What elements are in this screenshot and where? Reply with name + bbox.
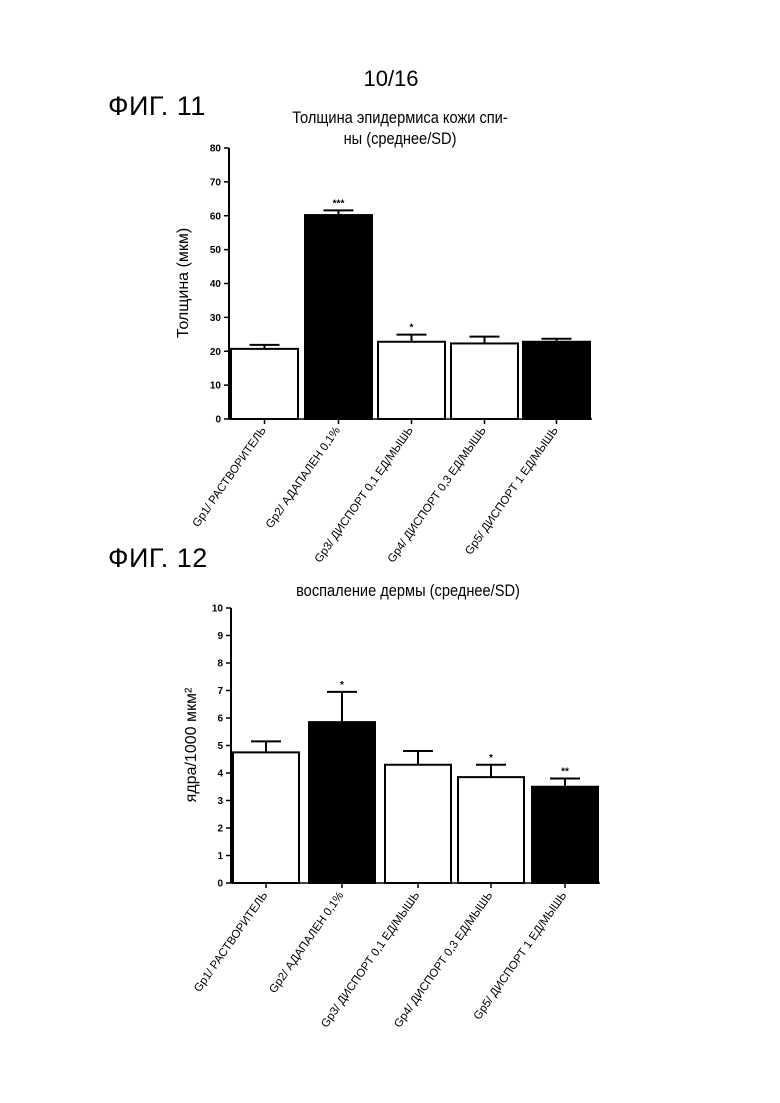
- fig12-bar: [309, 722, 375, 883]
- fig12-y-axis-title: ядра/1000 мкм²: [183, 687, 200, 802]
- fig11-significance-marker: *: [410, 323, 414, 334]
- fig12-y-tick-label: 6: [217, 714, 223, 725]
- fig12-y-tick-label: 10: [212, 604, 224, 615]
- fig12-y-tick-label: 1: [217, 851, 223, 862]
- fig12-y-tick-label: 2: [217, 824, 223, 835]
- fig11-bar: [523, 342, 590, 419]
- fig12-y-tick-label: 7: [217, 686, 223, 697]
- fig11-y-tick-label: 10: [210, 381, 222, 392]
- fig12-category-label: Gp2/ АДАПАЛЕН 0,1%: [267, 890, 346, 996]
- fig11-y-tick-label: 30: [210, 313, 222, 324]
- fig12-bar: [458, 777, 524, 883]
- fig12-category-label: Gp5/ ДИСПОРТ 1 ЕД/МЫШЬ: [472, 890, 570, 1022]
- fig12-significance-marker: *: [340, 680, 344, 691]
- fig11-y-tick-label: 50: [210, 245, 222, 256]
- fig12-y-tick-label: 0: [217, 879, 223, 890]
- fig11-y-tick-label: 70: [210, 177, 222, 188]
- fig12-category-label: Gp1/ РАСТВОРИТЕЛЬ: [192, 890, 270, 995]
- fig11-bar: [451, 343, 518, 419]
- fig11-y-tick-label: 80: [210, 144, 222, 155]
- fig11-bar: [231, 349, 298, 419]
- fig12-y-tick-label: 3: [217, 796, 223, 807]
- fig12-significance-marker: **: [561, 767, 569, 778]
- fig11-bar: [378, 342, 445, 419]
- fig11-category-label: Gp2/ АДАПАЛЕН 0,1%: [264, 425, 343, 531]
- fig12-y-tick-label: 9: [217, 631, 223, 642]
- fig12-y-tick-label: 5: [217, 741, 223, 752]
- fig12-y-tick-label: 8: [217, 659, 223, 670]
- fig11-bar: [305, 215, 372, 419]
- fig12-significance-marker: *: [489, 753, 493, 764]
- fig11-category-label: Gp1/ РАСТВОРИТЕЛЬ: [191, 425, 269, 530]
- fig12-bar: [532, 787, 598, 883]
- fig12-bar: [233, 752, 299, 883]
- fig11-y-tick-label: 40: [210, 279, 222, 290]
- fig11-y-tick-label: 0: [215, 415, 221, 426]
- fig11-y-axis-title: Толщина (мкм): [175, 228, 192, 338]
- fig11-significance-marker: ***: [333, 198, 345, 209]
- fig11-y-tick-label: 20: [210, 347, 222, 358]
- fig12-bar: [385, 765, 451, 883]
- fig11-y-tick-label: 60: [210, 211, 222, 222]
- fig12-y-tick-label: 4: [217, 769, 223, 780]
